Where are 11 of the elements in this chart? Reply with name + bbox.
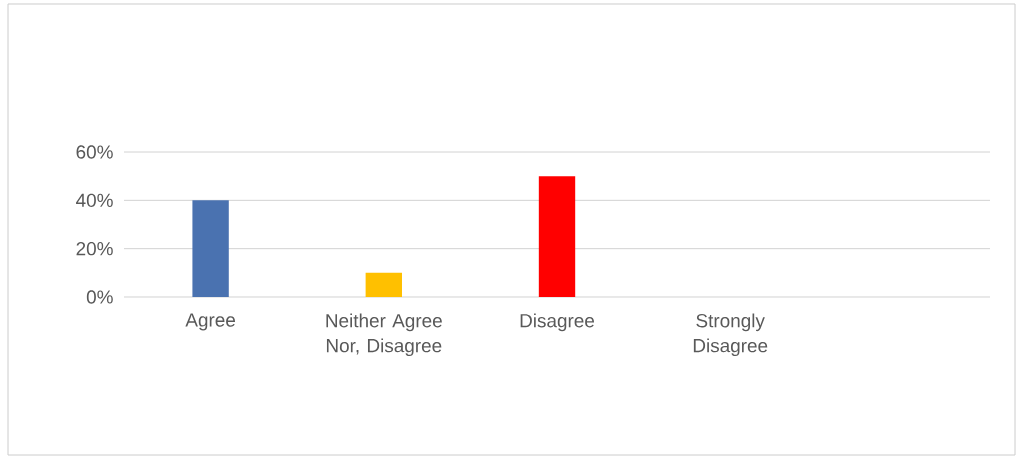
bar [538, 176, 576, 297]
bar [192, 200, 229, 297]
bar [365, 272, 402, 297]
x-tick-label: Neither Agree Nor, Disagree [326, 313, 442, 357]
y-tick-label: 20% [76, 241, 113, 256]
y-tick-label: 0% [86, 290, 113, 304]
y-tick-label: 40% [76, 193, 113, 208]
y-tick-label: 60% [76, 145, 113, 159]
x-tick-label: Agree [185, 313, 236, 331]
x-tick-label: Disagree [520, 313, 595, 332]
x-tick-label: Strongly Disagree [693, 313, 768, 357]
